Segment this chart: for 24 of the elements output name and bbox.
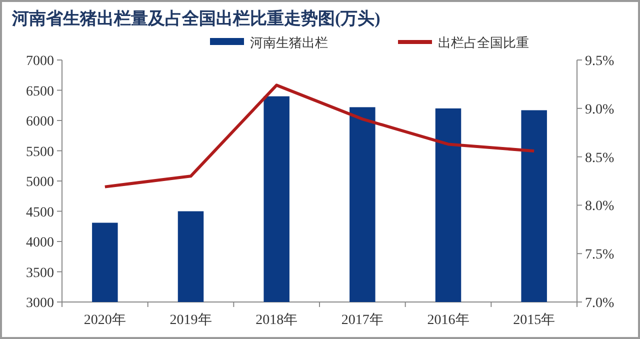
x-tick-label: 2018年 <box>256 312 298 328</box>
chart-title: 河南省生猪出栏量及占全国出栏比重走势图(万头) <box>11 9 380 28</box>
x-tick-label: 2019年 <box>170 312 212 328</box>
y-tick-label: 4000 <box>26 236 54 250</box>
legend-label: 河南生猪出栏 <box>250 35 328 50</box>
x-tick-label: 2016年 <box>427 312 470 328</box>
y-tick-label: 7000 <box>26 54 54 69</box>
y-tick-label: 3500 <box>26 266 54 281</box>
x-tick-label: 2017年 <box>341 312 384 328</box>
y-tick-label: 5500 <box>26 144 54 160</box>
y2-tick-label: 8.5% <box>585 150 614 166</box>
x-tick-label: 2020年 <box>84 312 126 328</box>
y2-tick-label: 8.0% <box>585 199 614 214</box>
y-tick-label: 6500 <box>26 84 54 100</box>
y2-tick-label: 7.0% <box>585 296 614 311</box>
x-tick-label: 2015年 <box>513 312 556 328</box>
y2-tick-label: 9.5% <box>585 54 614 69</box>
y-tick-label: 5000 <box>26 175 54 190</box>
legend-label: 出栏占全国比重 <box>438 35 529 50</box>
y-tick-label: 6000 <box>26 114 54 130</box>
y-tick-label: 3000 <box>26 296 54 311</box>
y2-tick-label: 9.0% <box>585 102 614 118</box>
y2-tick-label: 7.5% <box>585 248 614 263</box>
y-tick-label: 4500 <box>26 205 54 220</box>
